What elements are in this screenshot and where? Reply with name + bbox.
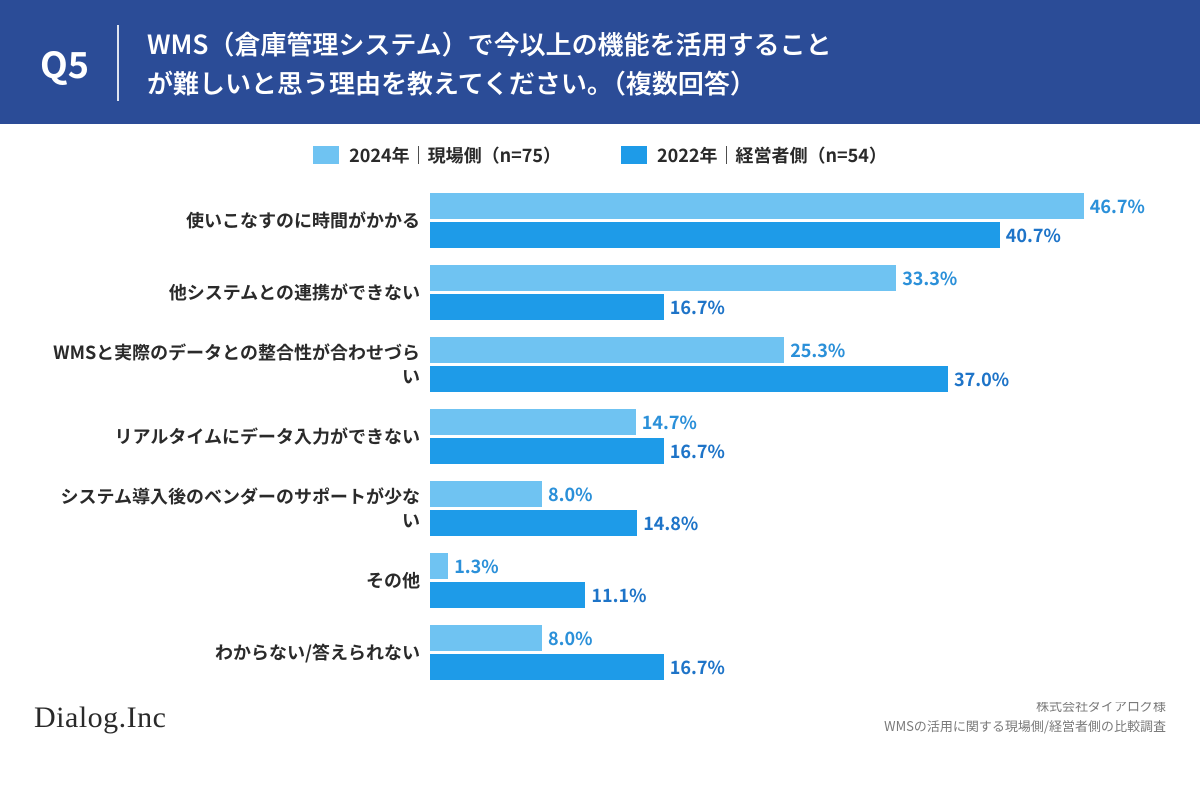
bar-group: 46.7% 40.7% bbox=[430, 190, 1150, 251]
bar bbox=[430, 510, 637, 536]
bar-value: 33.3% bbox=[902, 265, 957, 291]
chart-row: 使いこなすのに時間がかかる 46.7% 40.7% bbox=[50, 184, 1150, 256]
bar bbox=[430, 193, 1084, 219]
bar bbox=[430, 438, 664, 464]
bar-wrap: 25.3% bbox=[430, 337, 1150, 363]
category-label: わからない/答えられない bbox=[50, 640, 430, 664]
category-label: WMSと実際のデータとの整合性が合わせづらい bbox=[50, 340, 430, 389]
bar-value: 8.0% bbox=[548, 625, 592, 651]
chart-row: リアルタイムにデータ入力ができない 14.7% 16.7% bbox=[50, 400, 1150, 472]
bar-group: 8.0% 14.8% bbox=[430, 478, 1150, 539]
chart-rows: 使いこなすのに時間がかかる46.7%40.7%他システムとの連携ができない33.… bbox=[50, 184, 1150, 688]
category-label: 使いこなすのに時間がかかる bbox=[50, 208, 430, 232]
bar-wrap: 16.7% bbox=[430, 654, 1150, 680]
bar bbox=[430, 553, 448, 579]
bar bbox=[430, 265, 896, 291]
bar-wrap: 11.1% bbox=[430, 582, 1150, 608]
question-number: Q5 bbox=[40, 25, 119, 101]
bar-wrap: 40.7% bbox=[430, 222, 1150, 248]
bar bbox=[430, 409, 636, 435]
bar bbox=[430, 222, 1000, 248]
category-label: システム導入後のベンダーのサポートが少ない bbox=[50, 484, 430, 533]
bar-wrap: 8.0% bbox=[430, 481, 1150, 507]
bar-group: 14.7% 16.7% bbox=[430, 406, 1150, 467]
legend-item: 2022年｜経営者側（n=54） bbox=[621, 142, 887, 168]
question-text-line2: が難しいと思う理由を教えてください。（複数回答） bbox=[147, 63, 832, 102]
legend-swatch bbox=[621, 146, 647, 164]
question-header: Q5 WMS（倉庫管理システム）で今以上の機能を活用すること が難しいと思う理由… bbox=[0, 0, 1200, 124]
bar-wrap: 16.7% bbox=[430, 438, 1150, 464]
bar-wrap: 37.0% bbox=[430, 366, 1150, 392]
bar-group: 1.3% 11.1% bbox=[430, 550, 1150, 611]
legend-label: 2022年｜経営者側（n=54） bbox=[657, 142, 887, 168]
bar-value: 40.7% bbox=[1006, 222, 1061, 248]
bar-wrap: 33.3% bbox=[430, 265, 1150, 291]
chart-row: その他 1.3% 11.1% bbox=[50, 544, 1150, 616]
bar bbox=[430, 625, 542, 651]
category-label: リアルタイムにデータ入力ができない bbox=[50, 424, 430, 448]
credit-line2: WMSの活用に関する現場側/経営者側の比較調査 bbox=[884, 716, 1166, 736]
bar-value: 14.7% bbox=[642, 409, 697, 435]
bar-wrap: 16.7% bbox=[430, 294, 1150, 320]
bar-wrap: 14.8% bbox=[430, 510, 1150, 536]
chart-row: WMSと実際のデータとの整合性が合わせづらい 25.3% 37.0% bbox=[50, 328, 1150, 400]
bar-value: 16.7% bbox=[670, 654, 725, 680]
bar bbox=[430, 366, 948, 392]
bar-value: 8.0% bbox=[548, 481, 592, 507]
company-logo: Dialog.Inc bbox=[34, 701, 166, 735]
question-text-line1: WMS（倉庫管理システム）で今以上の機能を活用すること bbox=[147, 24, 832, 63]
bar-group: 25.3% 37.0% bbox=[430, 334, 1150, 395]
bar bbox=[430, 654, 664, 680]
bar-value: 46.7% bbox=[1090, 193, 1145, 219]
bar-value: 37.0% bbox=[954, 366, 1009, 392]
bar-value: 1.3% bbox=[454, 553, 498, 579]
question-text: WMS（倉庫管理システム）で今以上の機能を活用すること が難しいと思う理由を教え… bbox=[119, 24, 832, 102]
category-label: その他 bbox=[50, 568, 430, 592]
legend-item: 2024年｜現場側（n=75） bbox=[313, 142, 561, 168]
bar-value: 16.7% bbox=[670, 438, 725, 464]
bar bbox=[430, 481, 542, 507]
bar-group: 33.3% 16.7% bbox=[430, 262, 1150, 323]
bar-wrap: 8.0% bbox=[430, 625, 1150, 651]
bar bbox=[430, 337, 784, 363]
chart-row: 他システムとの連携ができない 33.3% 16.7% bbox=[50, 256, 1150, 328]
bar-wrap: 46.7% bbox=[430, 193, 1150, 219]
chart-row: システム導入後のベンダーのサポートが少ない 8.0% 14.8% bbox=[50, 472, 1150, 544]
bar-value: 11.1% bbox=[591, 582, 646, 608]
legend-swatch bbox=[313, 146, 339, 164]
chart-card: 2024年｜現場側（n=75） 2022年｜経営者側（n=54） 使いこなすのに時… bbox=[22, 124, 1178, 702]
bar bbox=[430, 582, 585, 608]
bar-wrap: 14.7% bbox=[430, 409, 1150, 435]
bar-value: 14.8% bbox=[643, 510, 698, 536]
bar-value: 25.3% bbox=[790, 337, 845, 363]
bar-value: 16.7% bbox=[670, 294, 725, 320]
chart-row: わからない/答えられない 8.0% 16.7% bbox=[50, 616, 1150, 688]
chart-legend: 2024年｜現場側（n=75） 2022年｜経営者側（n=54） bbox=[50, 142, 1150, 168]
category-label: 他システムとの連携ができない bbox=[50, 280, 430, 304]
bar bbox=[430, 294, 664, 320]
bar-wrap: 1.3% bbox=[430, 553, 1150, 579]
legend-label: 2024年｜現場側（n=75） bbox=[349, 142, 561, 168]
bar-group: 8.0% 16.7% bbox=[430, 622, 1150, 683]
footer: Dialog.Inc 株式会社ダイアログ様 WMSの活用に関する現場側/経営者側… bbox=[0, 696, 1200, 751]
